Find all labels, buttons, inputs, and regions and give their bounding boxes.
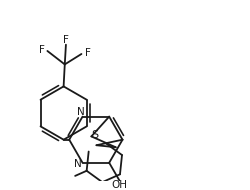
Text: F: F bbox=[39, 45, 44, 55]
Text: N: N bbox=[77, 108, 84, 117]
Text: OH: OH bbox=[112, 180, 128, 190]
Text: F: F bbox=[63, 35, 69, 45]
Text: N: N bbox=[74, 159, 82, 169]
Text: S: S bbox=[91, 130, 98, 140]
Text: F: F bbox=[85, 48, 91, 58]
